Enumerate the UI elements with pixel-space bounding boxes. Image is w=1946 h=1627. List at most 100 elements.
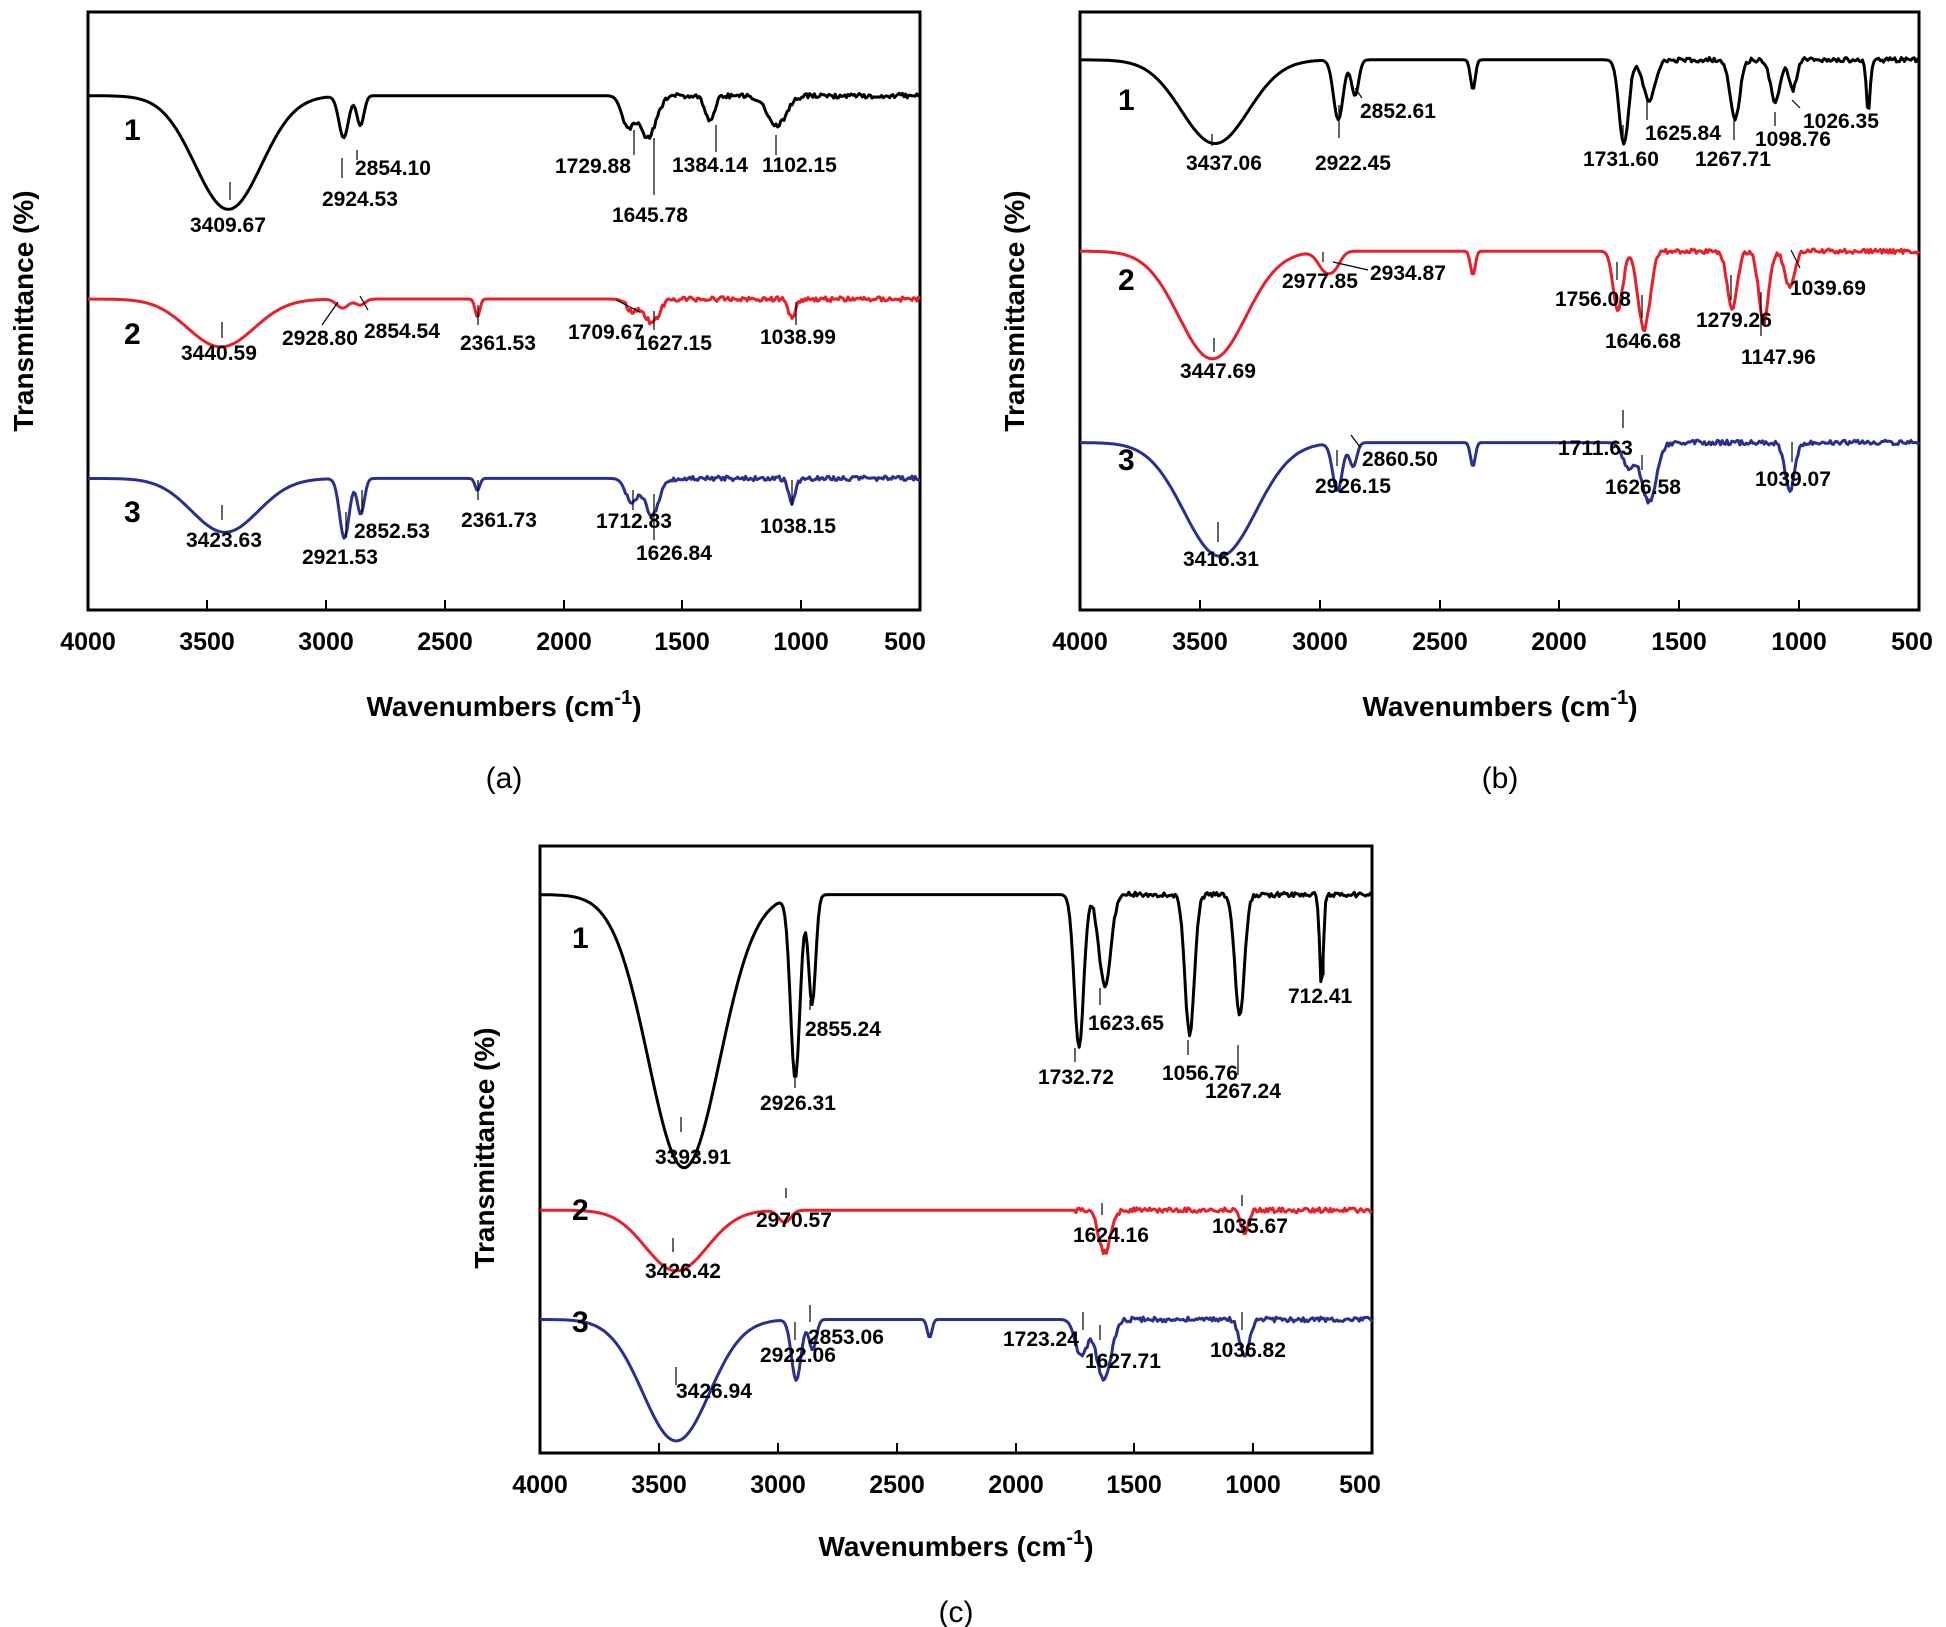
- panel-c-tick-label: 2000: [988, 1471, 1044, 1499]
- peak-label: 2854.54: [364, 320, 440, 343]
- panel-a-tick-label: 1000: [773, 628, 829, 656]
- panel-c-x-axis-label: Wavenumbers (cm-1): [818, 1527, 1093, 1562]
- peak-label: 3447.69: [1180, 360, 1256, 383]
- panel-b-tick-label: 3000: [1292, 628, 1348, 656]
- peak-label: 1267.24: [1205, 1080, 1281, 1103]
- peak-label: 3437.06: [1186, 152, 1262, 175]
- peak-label: 3440.59: [181, 342, 257, 365]
- peak-label: 1038.15: [760, 515, 836, 538]
- peak-label: 2860.50: [1362, 448, 1438, 471]
- peak-label: 1026.35: [1803, 110, 1879, 133]
- peak-label: 2926.15: [1315, 475, 1391, 498]
- panel-c-curves: [539, 890, 1374, 1443]
- panel-a-curve-number: 2: [124, 318, 141, 351]
- panel-c-tick-label: 4000: [512, 1471, 568, 1499]
- peak-label: 1723.24: [1003, 1328, 1079, 1351]
- peak-label: 1732.72: [1038, 1066, 1114, 1089]
- peak-label: 3426.42: [645, 1260, 721, 1283]
- peak-label: 2361.73: [461, 509, 537, 532]
- panel-c-curve-3: [540, 1315, 1374, 1443]
- panel-b-tick-label: 3500: [1172, 628, 1228, 656]
- panel-a-curve-number: 3: [124, 496, 141, 529]
- panel-a-tick-label: 2000: [536, 628, 592, 656]
- panel-a-curve-2: [88, 295, 922, 349]
- peak-label: 712.41: [1288, 985, 1353, 1008]
- panel-b-tick-label: 2000: [1531, 628, 1587, 656]
- peak-label: 2361.53: [460, 332, 536, 355]
- panel-c-tick-label: 3000: [750, 1471, 806, 1499]
- panel-a-tick-label: 2500: [417, 628, 473, 656]
- panel-c-curve-1: [539, 890, 1373, 1170]
- peak-label: 1279.26: [1696, 309, 1772, 332]
- panel-b-tick-label: 4000: [1052, 628, 1108, 656]
- peak-label: 2852.61: [1360, 100, 1436, 123]
- peak-leader: [615, 299, 641, 313]
- peak-label: 1039.07: [1755, 468, 1831, 491]
- panel-b-curves: [1079, 56, 1921, 558]
- peak-label: 1624.16: [1073, 1224, 1149, 1247]
- peak-label: 2977.85: [1282, 270, 1358, 293]
- peak-label: 2934.87: [1370, 262, 1446, 285]
- peak-label: 1098.76: [1755, 128, 1831, 151]
- peak-leader: [1350, 434, 1361, 448]
- panel-a-tick-label: 3500: [179, 628, 235, 656]
- peak-label: 3416.31: [1183, 548, 1259, 571]
- peak-label: 1147.96: [1741, 346, 1816, 369]
- peak-label: 1625.84: [1645, 122, 1721, 145]
- peak-label: 1645.78: [612, 204, 688, 227]
- panel-c-caption: (c): [939, 1596, 974, 1627]
- peak-label: 2928.80: [282, 327, 358, 350]
- peak-label: 1709.67: [568, 321, 644, 344]
- peak-label: 1646.68: [1605, 330, 1681, 353]
- panel-a-curve-number: 1: [124, 114, 141, 147]
- panel-a-curve-3: [88, 474, 921, 540]
- panel-b: 4000 3500 3000 2500 2000 1500 1000 500 W…: [999, 10, 1933, 795]
- peak-label: 1729.88: [555, 155, 631, 178]
- peak-label: 1035.67: [1212, 1215, 1288, 1238]
- panel-c-peak-labels: 3393.91 2926.31 2855.24 1732.72 1623.65 …: [645, 958, 1353, 1403]
- panel-a-x-axis-label: Wavenumbers (cm-1): [366, 687, 641, 722]
- peak-label: 1102.15: [762, 154, 837, 177]
- panel-a: 4000 3500 3000 2500 2000 1500 1000 500 W…: [8, 10, 926, 795]
- panel-b-x-ticks: 4000 3500 3000 2500 2000 1500 1000 500: [1052, 600, 1933, 656]
- panel-b-curve-2: [1079, 247, 1921, 361]
- peak-label: 2970.57: [756, 1209, 832, 1232]
- panel-b-curve-3: [1080, 438, 1920, 558]
- peak-label: 1036.82: [1210, 1339, 1286, 1362]
- panel-b-tick-label: 1500: [1651, 628, 1707, 656]
- panel-c-tick-label: 1000: [1225, 1471, 1281, 1499]
- peak-leader: [321, 301, 339, 326]
- panel-b-caption: (b): [1482, 762, 1519, 795]
- peak-label: 2853.06: [808, 1326, 884, 1349]
- panel-b-curve-number: 1: [1118, 84, 1135, 117]
- peak-label: 1038.99: [760, 326, 836, 349]
- panel-b-tick-label: 500: [1891, 628, 1933, 656]
- panel-b-y-axis-label: Transmittance (%): [999, 190, 1030, 431]
- peak-leader: [359, 295, 369, 311]
- peak-label: 2854.10: [355, 157, 431, 180]
- peak-label: 3423.63: [186, 529, 262, 552]
- panel-a-peak-labels: 3409.67 2924.53 2854.10 1729.88 1645.78 …: [181, 125, 837, 569]
- peak-label: 1384.14: [672, 154, 748, 177]
- peak-label: 1267.71: [1695, 148, 1771, 171]
- panel-c-tick-label: 3500: [631, 1471, 687, 1499]
- panel-a-tick-label: 3000: [298, 628, 354, 656]
- peak-leader: [1791, 99, 1801, 109]
- peak-leader: [1790, 249, 1801, 269]
- panel-b-curve-number: 3: [1118, 444, 1135, 477]
- peak-leader: [1354, 87, 1363, 99]
- peak-label: 1626.84: [636, 542, 712, 565]
- peak-label: 2926.31: [760, 1092, 836, 1115]
- panel-c-curve-number: 1: [572, 922, 589, 955]
- panel-c-x-ticks: 4000 3500 3000 2500 2000 1500 1000 500: [512, 1443, 1381, 1499]
- panel-b-curve-number: 2: [1118, 264, 1135, 297]
- peak-label: 1623.65: [1088, 1012, 1164, 1035]
- peak-label: 2852.53: [354, 520, 430, 543]
- panel-c-curve-number: 3: [572, 1306, 589, 1339]
- panel-a-y-axis-label: Transmittance (%): [8, 190, 39, 431]
- panel-c-tick-label: 1500: [1106, 1471, 1162, 1499]
- panel-a-curves: [88, 91, 922, 540]
- panel-c-y-axis-label: Transmittance (%): [469, 1027, 500, 1268]
- peak-label: 1711.63: [1558, 437, 1633, 460]
